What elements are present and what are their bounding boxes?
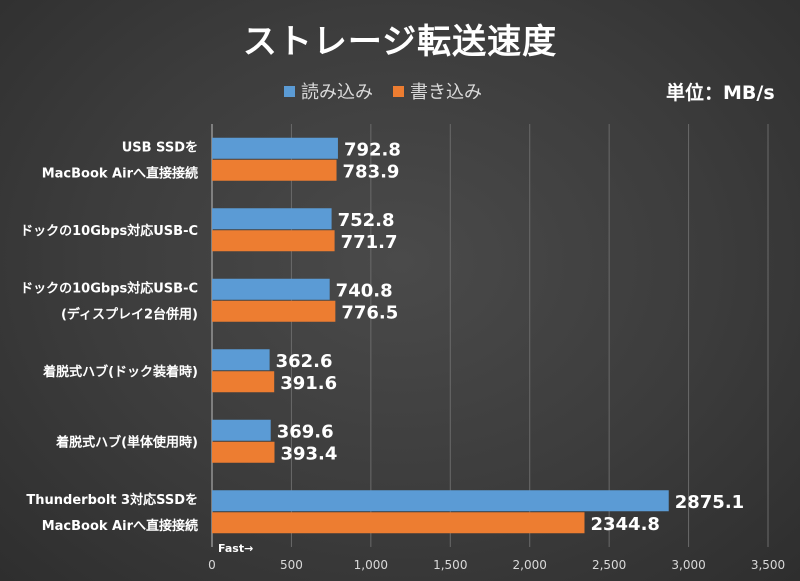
bar-write xyxy=(212,300,336,322)
category-label: 着脱式ハブ(ドック装着時) xyxy=(42,364,198,380)
bar-write xyxy=(212,512,585,534)
category-label: 着脱式ハブ(単体使用時) xyxy=(55,434,198,450)
value-label-write: 783.9 xyxy=(343,161,400,182)
category-label: ドックの10Gbps対応USB-C xyxy=(20,223,198,239)
bar-read xyxy=(212,419,271,441)
unit-label: 単位：MB/s xyxy=(666,82,775,104)
value-label-read: 362.6 xyxy=(276,351,333,372)
legend: 読み込み 書き込み xyxy=(284,78,482,104)
category-label: (ディスプレイ2台併用) xyxy=(61,306,198,322)
x-tick-label: 3,500 xyxy=(751,558,785,572)
x-tick-label: 1,000 xyxy=(354,558,388,572)
value-label-read: 2875.1 xyxy=(675,492,744,513)
legend-item-write: 書き込み xyxy=(393,78,482,104)
x-tick-label: 2,000 xyxy=(513,558,547,572)
x-tick-label: 500 xyxy=(280,558,303,572)
x-tick-label: 3,000 xyxy=(671,558,705,572)
category-label: MacBook Airへ直接接続 xyxy=(42,518,198,534)
x-tick-label: 2,500 xyxy=(592,558,626,572)
value-label-read: 792.8 xyxy=(344,139,401,160)
bar-write xyxy=(212,441,275,463)
category-label: USB SSDを xyxy=(122,140,198,155)
legend-label-read: 読み込み xyxy=(301,82,373,103)
value-label-read: 369.6 xyxy=(277,421,334,442)
legend-swatch-read xyxy=(284,85,295,97)
bar-read xyxy=(212,349,270,371)
legend-item-read: 読み込み xyxy=(284,78,373,104)
x-tick-label: 1,500 xyxy=(433,558,467,572)
chart-title: ストレージ転送速度 xyxy=(242,22,558,62)
value-label-read: 740.8 xyxy=(336,280,393,301)
category-label: MacBook Airへ直接接続 xyxy=(42,165,198,181)
value-label-write: 776.5 xyxy=(341,302,398,323)
bar-read xyxy=(212,490,669,512)
legend-swatch-write xyxy=(393,85,404,97)
bar-read xyxy=(212,278,330,300)
bar-write xyxy=(212,159,337,181)
legend-label-write: 書き込み xyxy=(410,82,482,103)
category-label: ドックの10Gbps対応USB-C xyxy=(20,280,198,296)
axis-note: Fast→ xyxy=(218,542,253,555)
x-tick-label: 0 xyxy=(208,558,216,572)
category-label: Thunderbolt 3対応SSDを xyxy=(26,492,198,508)
value-label-write: 771.7 xyxy=(341,232,398,253)
bar-read xyxy=(212,208,332,230)
bar-write xyxy=(212,371,275,393)
bar-read xyxy=(212,137,338,159)
value-label-write: 393.4 xyxy=(280,443,337,464)
value-label-write: 2344.8 xyxy=(590,514,659,535)
bar-write xyxy=(212,230,335,252)
value-label-read: 752.8 xyxy=(338,210,395,231)
value-label-write: 391.6 xyxy=(280,373,337,394)
